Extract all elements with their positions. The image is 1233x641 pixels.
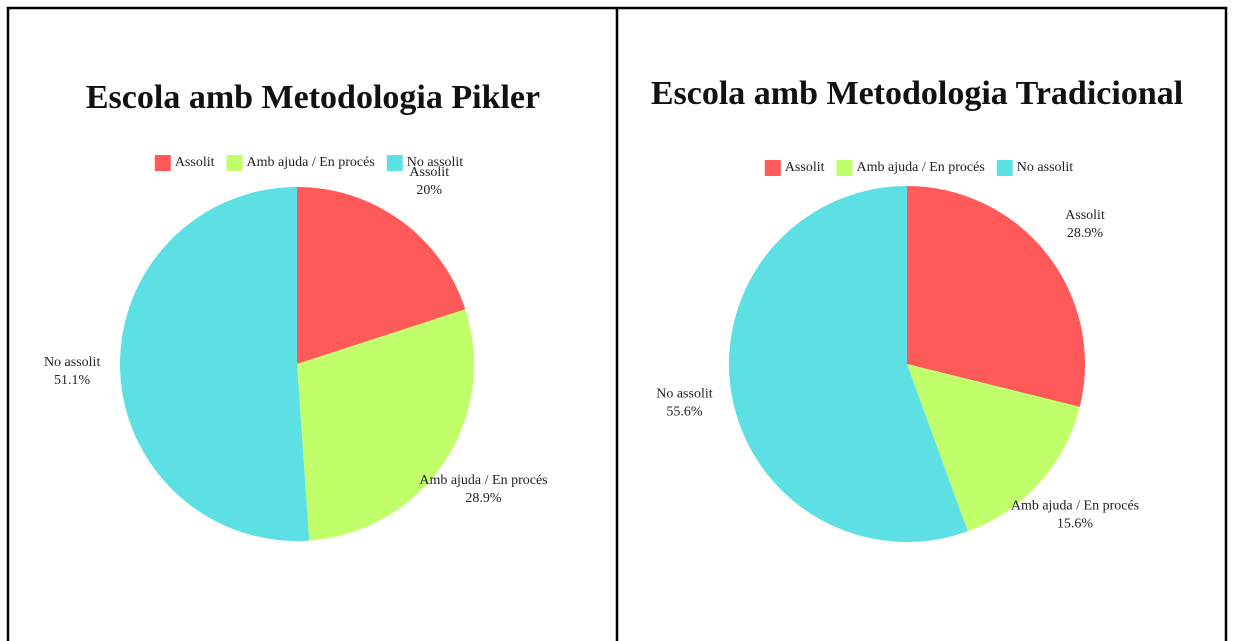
legend-label: Amb ajuda / En procés bbox=[247, 155, 375, 170]
chart-title: Escola amb Metodologia Pikler bbox=[86, 79, 540, 116]
pie-slice bbox=[729, 186, 968, 542]
legend-label: Assolit bbox=[175, 155, 215, 170]
slice-value: 28.9% bbox=[465, 491, 502, 506]
slice-value: 55.6% bbox=[666, 404, 703, 419]
slice-label: No assolit bbox=[656, 386, 713, 401]
pie-slice bbox=[119, 187, 310, 541]
slice-label: No assolit bbox=[44, 355, 101, 370]
legend-swatch bbox=[226, 155, 243, 171]
slice-label: Amb ajuda / En procés bbox=[1011, 498, 1139, 513]
slice-label: Assolit bbox=[1065, 208, 1105, 223]
legend-label: No assolit bbox=[407, 155, 464, 170]
slice-value: 20% bbox=[416, 183, 442, 198]
pie-slice bbox=[297, 187, 466, 364]
legend-label: No assolit bbox=[1017, 160, 1074, 175]
slice-value: 51.1% bbox=[54, 373, 91, 388]
legend-swatch bbox=[764, 160, 781, 176]
legend-swatch bbox=[836, 160, 853, 176]
slice-value: 15.6% bbox=[1057, 516, 1094, 531]
slice-label: Amb ajuda / En procés bbox=[419, 473, 547, 488]
pie-slice bbox=[907, 364, 1080, 532]
slice-label: Assolit bbox=[409, 165, 449, 180]
legend-swatch bbox=[996, 160, 1013, 176]
pie-slice bbox=[907, 186, 1086, 407]
legend-label: Assolit bbox=[785, 160, 825, 175]
legend-swatch bbox=[386, 155, 403, 171]
chart-title: Escola amb Metodologia Tradicional bbox=[651, 75, 1183, 112]
pie-slice bbox=[297, 309, 474, 541]
legend-label: Amb ajuda / En procés bbox=[857, 160, 985, 175]
frame bbox=[6, 6, 1228, 641]
legend-swatch bbox=[154, 155, 171, 171]
slice-value: 28.9% bbox=[1067, 226, 1104, 241]
